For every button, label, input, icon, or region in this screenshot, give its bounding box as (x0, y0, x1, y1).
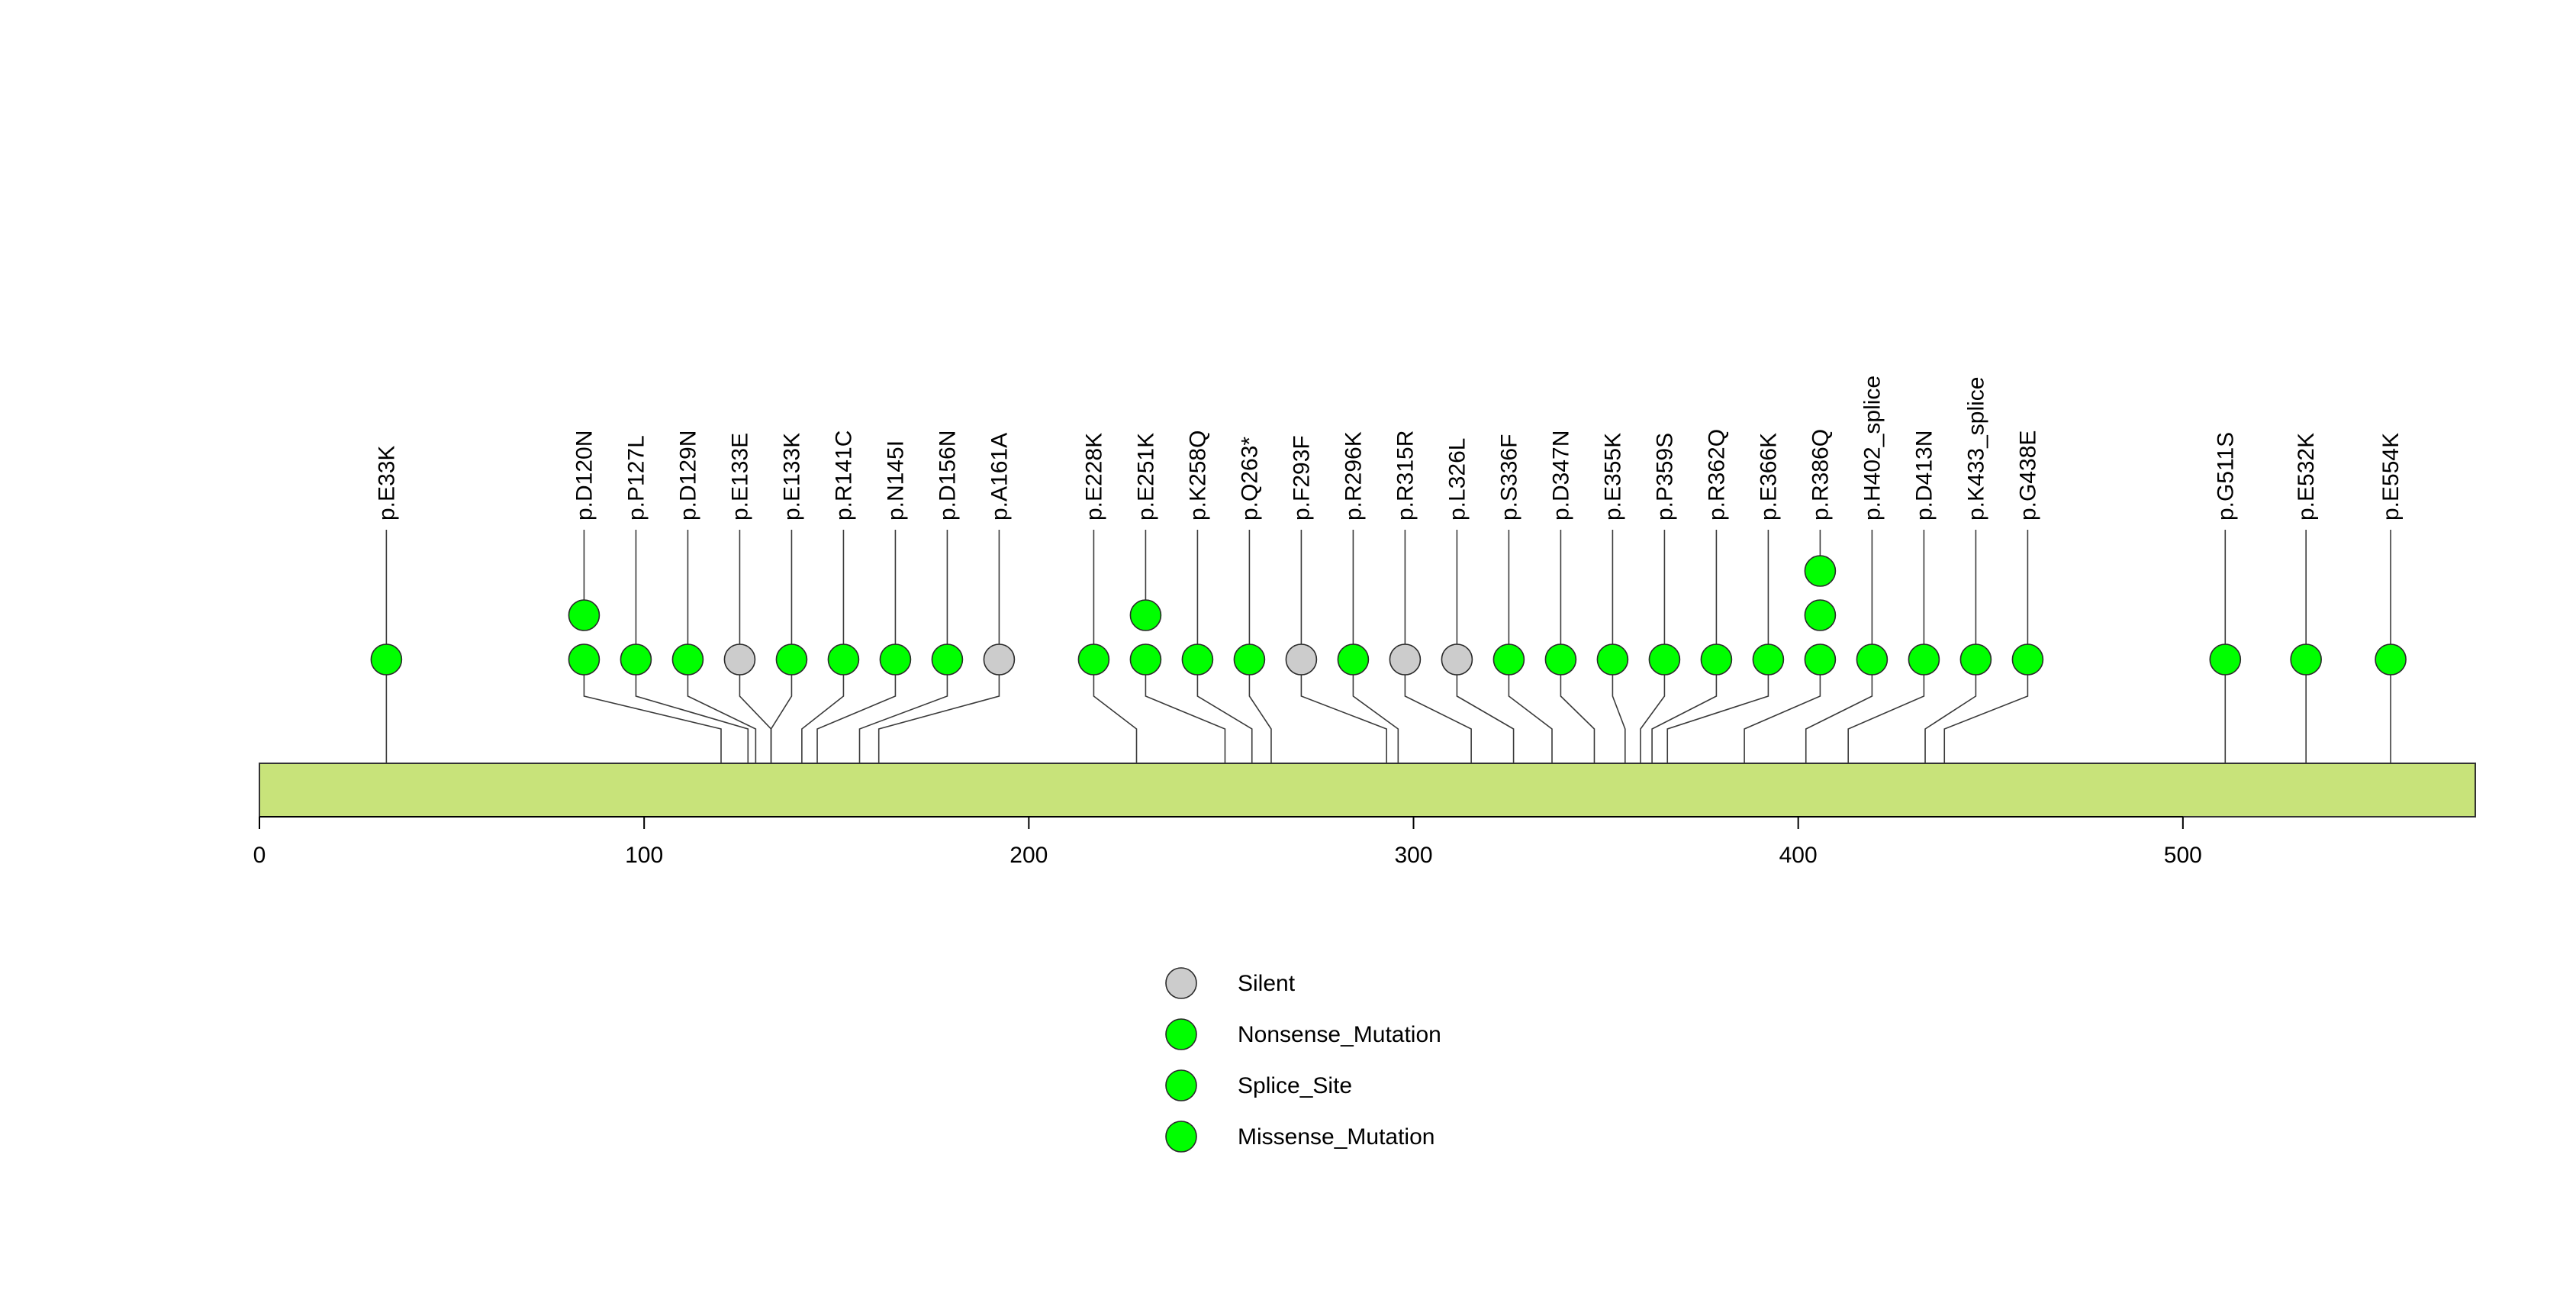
lollipop-head-p-g438e (2011, 643, 2044, 676)
mutation-label-p-d156n: p.D156N (935, 431, 960, 521)
x-tick-label-300: 300 (1394, 843, 1432, 868)
x-tick-label-500: 500 (2164, 843, 2202, 868)
lollipop-head-p-r315r (1389, 643, 1422, 676)
lollipop-head-p-d413n (1908, 643, 1940, 676)
stems-layer (385, 530, 2391, 660)
mutation-label-p-r141c: p.R141C (831, 431, 856, 521)
legend-label-nonsense-mutation: Nonsense_Mutation (1238, 1022, 1441, 1047)
legend-swatch-nonsense-mutation (1165, 1018, 1197, 1050)
lollipop-head-p-r141c (827, 643, 860, 676)
lollipop-head-p-a161a (983, 643, 1016, 676)
x-axis: 0 100 200 300 400 500 (253, 816, 2202, 868)
lollipop-head-p-e33k (370, 643, 403, 676)
lollipop-head-p-e251k-2 (1129, 599, 1162, 631)
lollipop-head-p-e228k (1077, 643, 1110, 676)
mutation-label-p-e366k: p.E366K (1756, 433, 1781, 521)
x-tick-label-400: 400 (1779, 843, 1818, 868)
mutation-label-p-e133k: p.E133K (779, 433, 804, 521)
mutation-label-p-k258q: p.K258Q (1185, 431, 1210, 521)
mutation-label-p-s336f: p.S336F (1496, 434, 1521, 521)
legend-swatch-silent (1165, 967, 1197, 999)
legend-swatch-splice-site (1165, 1069, 1197, 1101)
lollipop-head-p-l326l (1441, 643, 1473, 676)
mutation-label-p-e554k: p.E554K (2378, 433, 2404, 521)
lollipop-head-p-e133k (775, 643, 808, 676)
lollipop-head-p-r386q-3 (1804, 555, 1837, 587)
mutation-label-p-a161a: p.A161A (987, 433, 1012, 521)
lollipop-head-p-p127l (620, 643, 652, 676)
lollipop-head-p-g511s (2209, 643, 2242, 676)
mutation-label-p-n145i: p.N145I (883, 440, 908, 521)
mutation-label-p-r315r: p.R315R (1393, 431, 1418, 521)
lollipop-head-p-d156n (931, 643, 964, 676)
legend: Silent Nonsense_Mutation Splice_Site Missen… (1165, 967, 1441, 1153)
lollipop-head-p-e532k (2290, 643, 2322, 676)
legend-label-missense-mutation: Missense_Mutation (1238, 1124, 1435, 1150)
lollipop-head-p-d347n (1544, 643, 1577, 676)
lollipop-head-p-r386q-1 (1804, 643, 1837, 676)
mutation-label-p-e133e: p.E133E (727, 433, 752, 521)
legend-swatch-missense-mutation (1165, 1121, 1197, 1153)
mutation-label-p-d120n: p.D120N (572, 431, 597, 521)
lollipop-head-p-d129n (671, 643, 704, 676)
lollipop-heads-layer (370, 555, 2407, 676)
mutation-labels-layer: p.E33K p.D120N p.P127L p.D129N p.E133E p.E133… (374, 376, 2404, 521)
mutation-label-p-d347n: p.D347N (1548, 431, 1573, 521)
x-tick-label-200: 200 (1009, 843, 1048, 868)
x-tick-label-100: 100 (625, 843, 663, 868)
mutation-label-p-e532k: p.E532K (2294, 433, 2319, 521)
mutation-label-p-e228k: p.E228K (1081, 433, 1106, 521)
lollipop-head-p-r386q-2 (1804, 599, 1837, 631)
mutation-label-p-p127l: p.P127L (623, 435, 649, 521)
mutation-label-p-f293f: p.F293F (1289, 435, 1314, 521)
mutation-label-p-l326l: p.L326L (1444, 438, 1470, 521)
mutation-label-p-r362q: p.R362Q (1704, 429, 1729, 521)
lollipop-head-p-n145i (879, 643, 912, 676)
lollipop-head-p-s336f (1492, 643, 1525, 676)
mutation-label-p-g438e: p.G438E (2015, 431, 2040, 521)
mutation-label-p-e33k: p.E33K (374, 446, 399, 521)
mutation-label-p-d413n: p.D413N (1911, 431, 1937, 521)
lollipop-head-p-p359s (1648, 643, 1681, 676)
mutation-label-p-e355k: p.E355K (1600, 433, 1625, 521)
mutation-label-p-k433-splice: p.K433_splice (1963, 377, 1988, 521)
lollipop-head-p-d120n-2 (568, 599, 601, 631)
mutation-label-p-h402-splice: p.H402_splice (1860, 376, 1885, 521)
lollipop-head-p-k433-splice (1959, 643, 1992, 676)
lollipop-head-p-e366k (1752, 643, 1785, 676)
lollipop-head-p-r296k (1337, 643, 1370, 676)
protein-bar (259, 763, 2476, 818)
protein-domain-layer (259, 763, 2476, 818)
x-tick-label-0: 0 (253, 843, 266, 868)
lollipop-head-p-d120n-1 (568, 643, 601, 676)
lollipop-head-p-e554k (2375, 643, 2407, 676)
lollipop-head-p-q263 (1233, 643, 1266, 676)
lollipop-head-p-h402-splice (1856, 643, 1889, 676)
lollipop-head-p-e251k-1 (1129, 643, 1162, 676)
legend-label-silent: Silent (1238, 971, 1296, 996)
lollipop-head-p-e133e (723, 643, 756, 676)
mutation-label-p-r386q: p.R386Q (1808, 429, 1833, 521)
mutation-label-p-g511s: p.G511S (2213, 432, 2238, 521)
lollipop-head-p-k258q (1181, 643, 1214, 676)
mutation-label-p-d129n: p.D129N (675, 431, 700, 521)
lollipop-head-p-f293f (1285, 643, 1318, 676)
mutation-label-p-p359s: p.P359S (1652, 433, 1677, 521)
lollipop-head-p-e355k (1596, 643, 1629, 676)
mutation-label-p-r296k: p.R296K (1341, 431, 1366, 521)
mutation-label-p-e251k: p.E251K (1133, 433, 1158, 521)
lollipop-head-p-r362q (1700, 643, 1733, 676)
mutation-label-p-q263: p.Q263* (1237, 437, 1262, 521)
legend-label-splice-site: Splice_Site (1238, 1073, 1352, 1098)
